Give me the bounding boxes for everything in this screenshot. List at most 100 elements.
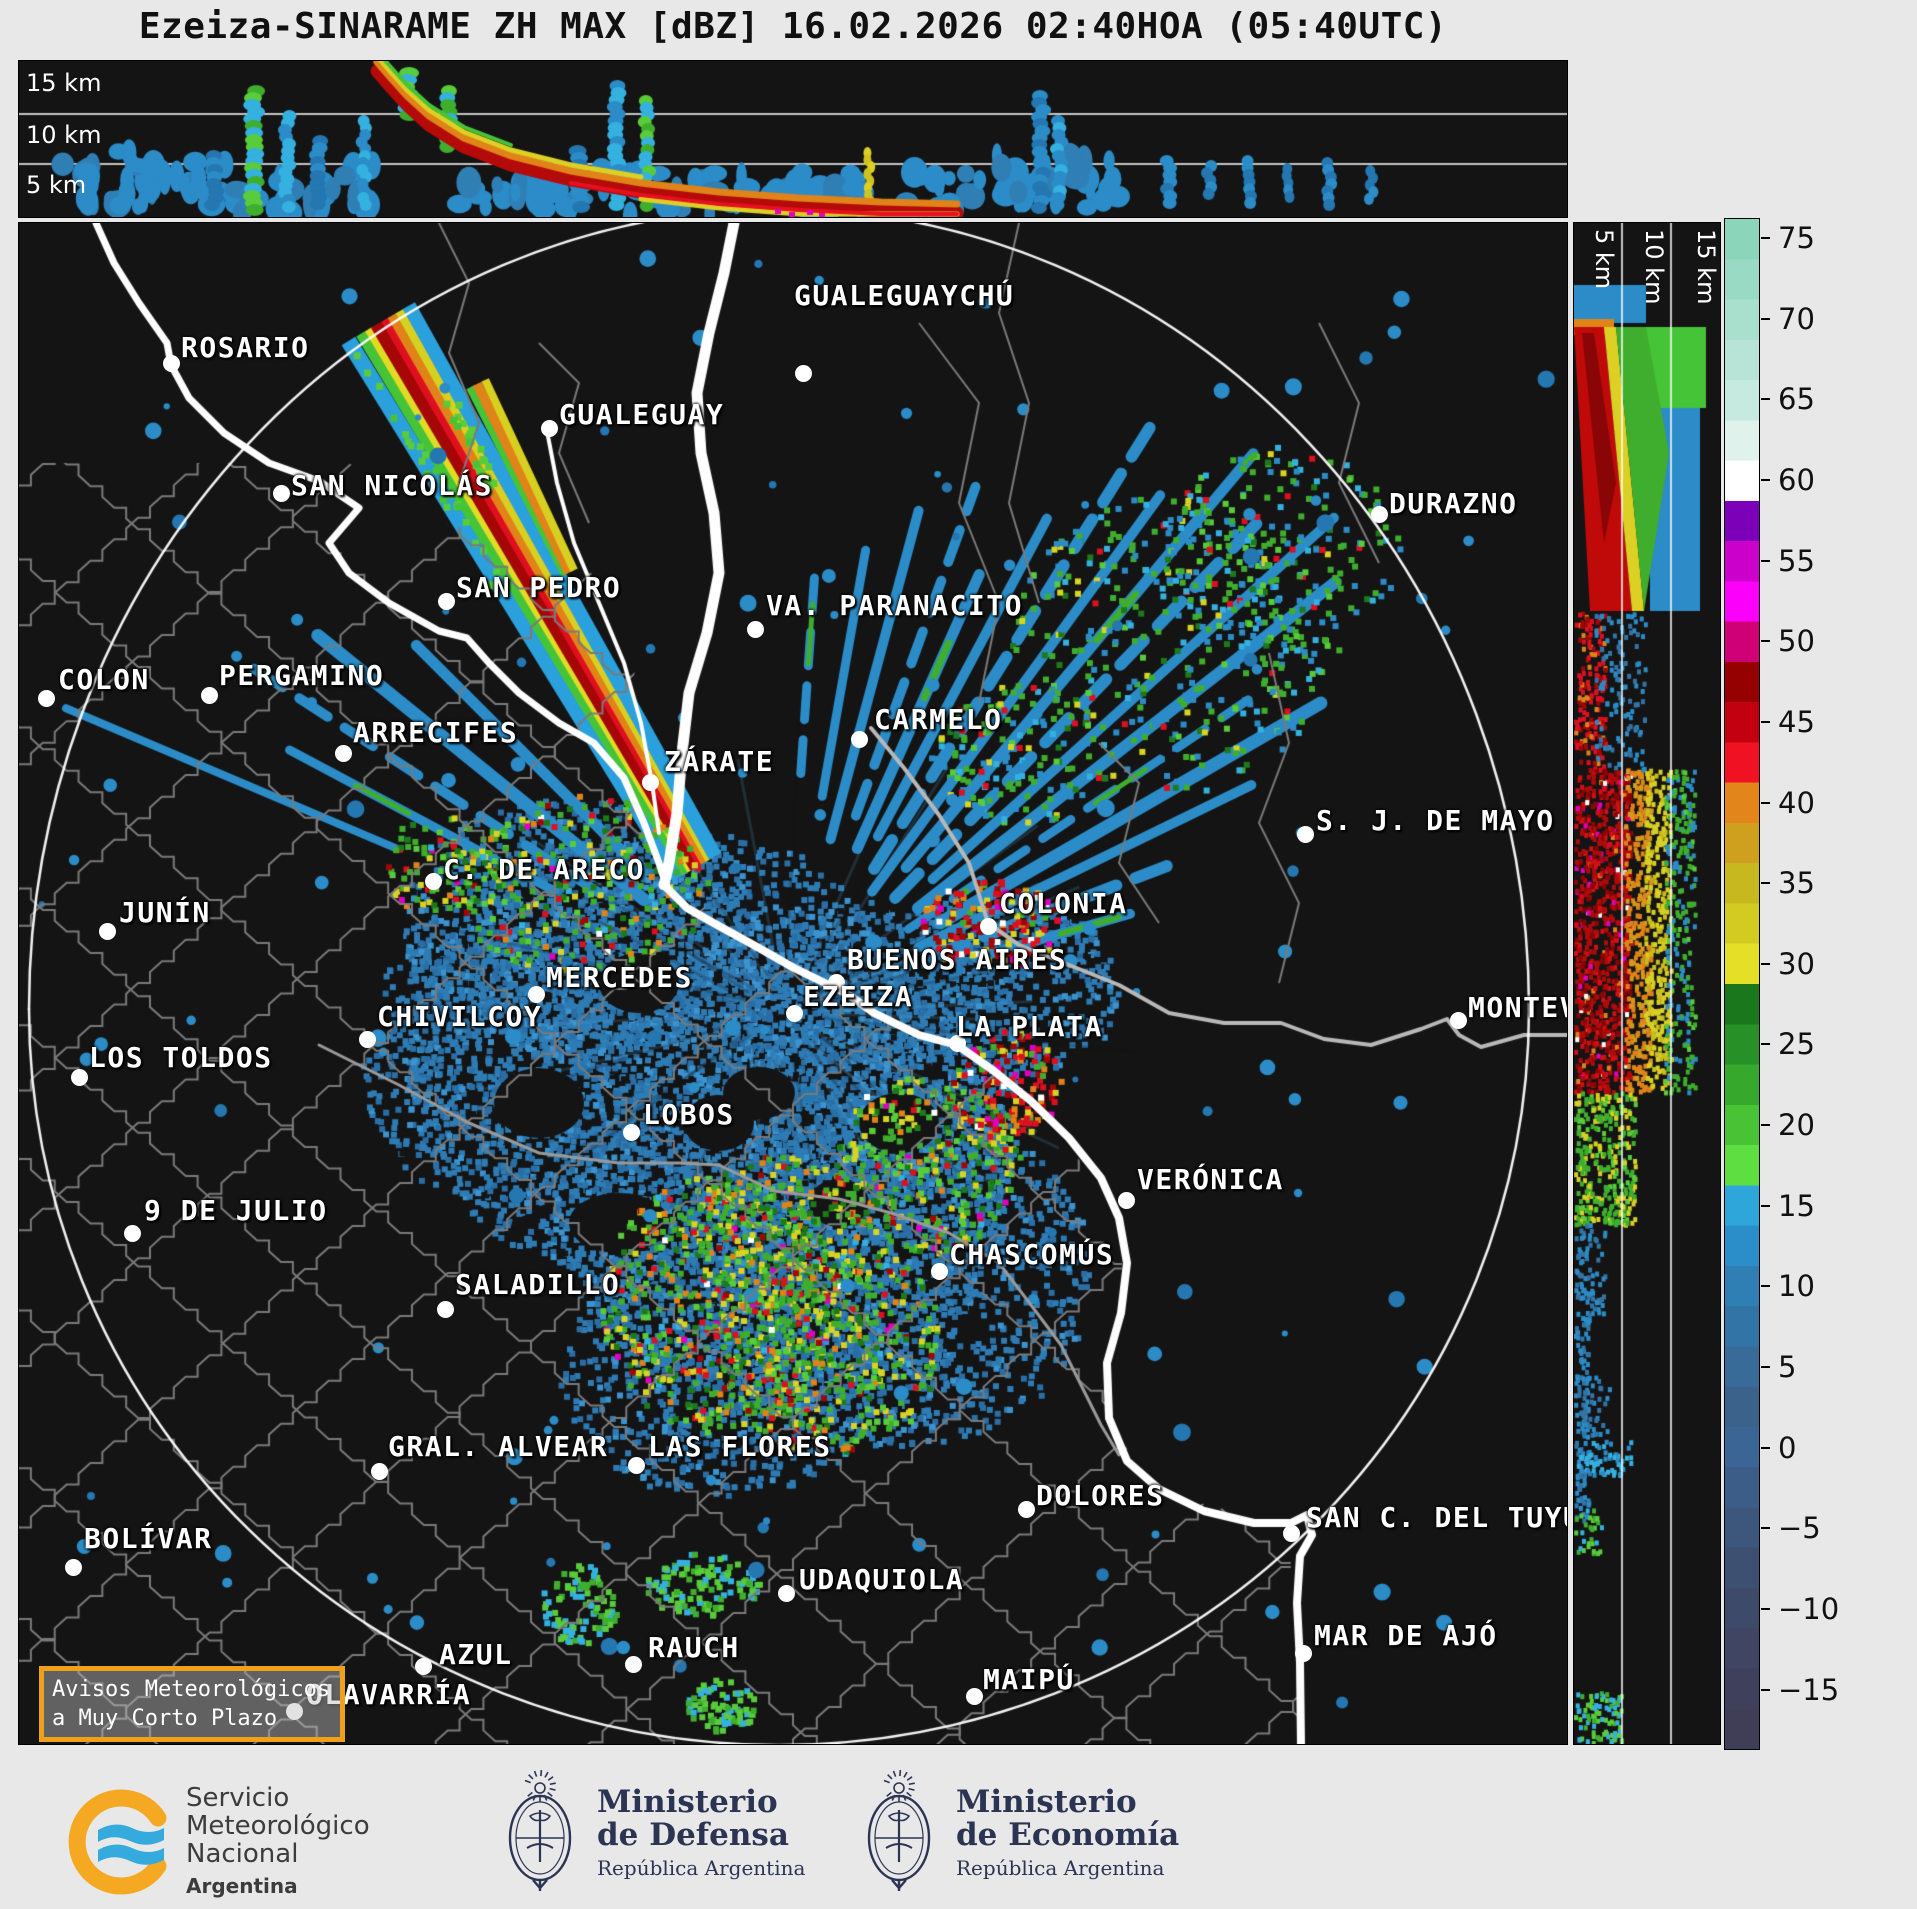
city-dot [1371,506,1388,523]
colorbar-tick-label: 65 [1778,382,1815,417]
colorbar-tick [1761,1688,1770,1691]
smn-name-line3: Nacional [186,1839,299,1869]
economia-logo-block: Ministerio de Economía República Argenti… [856,1770,1179,1896]
city-dot [124,1225,141,1242]
city-label: AZUL [439,1638,513,1671]
colorbar-tick [1761,720,1770,723]
city-label: LAS FLORES [648,1430,832,1463]
colorbar-tick [1761,1607,1770,1610]
smn-logo-block: Servicio Meteorológico Nacional Argentin… [60,1784,370,1900]
city-dot [778,1585,795,1602]
colorbar-tick [1761,801,1770,804]
top-axis-label-5km: 5 km [26,171,87,199]
warning-legend-line2: a Muy Corto Plazo [52,1706,278,1731]
city-label: GUALEGUAY [559,398,725,431]
city-label: ZÁRATE [664,745,775,778]
city-dot [625,1656,642,1673]
city-label: SALADILLO [455,1268,621,1301]
smn-logo-icon [68,1789,167,1895]
smn-name-line4: Argentina [186,1874,298,1898]
city-dot [99,923,116,940]
colorbar-tick [1761,962,1770,965]
city-dot [1118,1192,1135,1209]
city-dot [425,873,442,890]
city-dot [359,1031,376,1048]
city-label: VERÓNICA [1137,1163,1284,1196]
defensa-logo-block: Ministerio de Defensa República Argentin… [497,1770,805,1896]
colorbar-tick-label: −5 [1778,1511,1821,1546]
colorbar-tick-label: 0 [1778,1430,1797,1465]
city-dot [437,1301,454,1318]
city-label: GRAL. ALVEAR [388,1430,609,1463]
city-label: PERGAMINO [219,659,385,692]
city-dot [528,986,545,1003]
colorbar-tick-label: −10 [1778,1591,1840,1626]
city-label: CHIVILCOY [377,1000,543,1033]
city-dot [1450,1012,1467,1029]
colorbar-tick-label: 75 [1778,221,1815,256]
city-dot [1018,1501,1035,1518]
colorbar-tick-label: 70 [1778,301,1815,336]
defensa-line2: de Defensa [597,1817,789,1853]
smn-name-line1: Servicio [186,1783,290,1813]
colorbar-tick-label: 55 [1778,543,1815,578]
top-axis-label-10km: 10 km [26,121,102,149]
defensa-line3: República Argentina [597,1856,806,1880]
city-dot [415,1658,432,1675]
city-dot [786,1005,803,1022]
city-label: CARMELO [874,703,1003,736]
city-label: S. J. DE MAYO [1316,804,1555,837]
city-dot [966,1688,983,1705]
city-label: LA PLATA [956,1010,1103,1043]
colorbar-tick-label: 15 [1778,1188,1815,1223]
city-label: OLAVARRÍA [306,1678,472,1711]
city-dot [163,355,180,372]
colorbar-tick-label: 50 [1778,624,1815,659]
city-dot [273,485,290,502]
city-dot [628,1457,645,1474]
city-label: DURAZNO [1389,487,1518,520]
page-title: Ezeiza-SINARAME ZH MAX [dBZ] 16.02.2026 … [138,6,1448,47]
city-dot [980,918,997,935]
city-dot [1297,826,1314,843]
footer: Servicio Meteorológico Nacional Argentin… [0,1750,1917,1909]
city-dot [828,974,845,991]
colorbar-tick-label: 35 [1778,866,1815,901]
city-label: RAUCH [648,1631,740,1664]
city-dot [642,774,659,791]
city-label: MAIPÚ [983,1663,1075,1696]
colorbar-wrap: 75 70 65 60 55 50 45 40 35 30 25 20 15 10 5 0 −5 −10 −15 [1724,218,1914,1750]
top-axis-label-15km: 15 km [26,69,102,97]
city-dot [623,1124,640,1141]
colorbar-tick-label: 25 [1778,1027,1815,1062]
city-dot [38,690,55,707]
city-label: MERCEDES [546,961,693,994]
city-dot [65,1559,82,1576]
right-axis-label-5km: 5 km [1590,229,1618,290]
colorbar-tick-label: 45 [1778,704,1815,739]
city-dot [438,593,455,610]
colorbar-tick [1761,1527,1770,1530]
city-dot [286,1703,303,1720]
city-label: EZEIZA [803,980,914,1013]
economia-line2: de Economía [956,1817,1180,1853]
colorbar-tick [1761,237,1770,240]
warning-legend-line1: Avisos Meteorológicos [52,1677,331,1702]
city-label: DOLORES [1036,1479,1165,1512]
city-label: COLONIA [999,887,1128,920]
colorbar-tick [1761,1366,1770,1368]
colorbar-tick-label: 5 [1778,1350,1797,1384]
city-label: SAN PEDRO [456,571,622,604]
radar-map-panel: ROSARIO GUALEGUAYCHÚ GUALEGUAY SAN NICOLÁS D… [18,222,1568,1745]
city-dot [747,621,764,638]
colorbar-tick-label: 60 [1778,463,1815,498]
right-cross-section-canvas [1574,223,1720,1744]
radar-map-canvas [19,223,1567,1744]
city-label: 9 DE JULIO [144,1194,328,1227]
city-label: COLON [58,663,150,696]
city-dot [201,687,218,704]
top-cross-section-canvas [19,61,1567,217]
city-dot [931,1263,948,1280]
economia-line3: República Argentina [956,1856,1165,1880]
